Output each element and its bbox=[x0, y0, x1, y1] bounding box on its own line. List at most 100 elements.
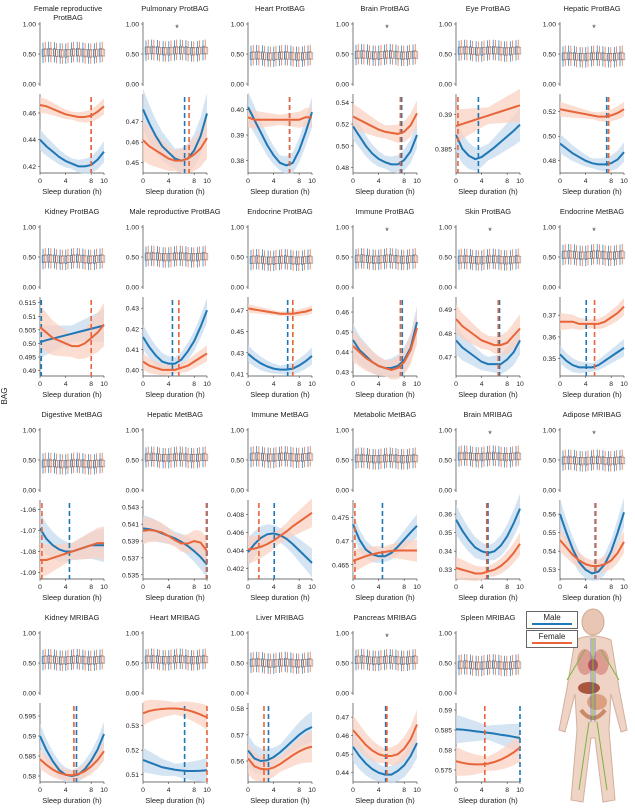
box-iqr bbox=[385, 254, 388, 263]
box-iqr bbox=[388, 655, 392, 664]
curve-y-tick-label: 0.58 bbox=[439, 748, 452, 755]
curve-y-tick-label: 0.38 bbox=[231, 158, 244, 165]
box-y-tick-label: 0.00 bbox=[543, 488, 556, 495]
box-iqr bbox=[613, 457, 616, 466]
box-iqr bbox=[379, 255, 383, 264]
box-overall bbox=[99, 49, 106, 57]
legend-male: Male bbox=[526, 611, 578, 629]
box-iqr bbox=[511, 46, 514, 55]
male-series-line bbox=[352, 523, 418, 558]
panel-title: Immune MetBAG bbox=[251, 410, 309, 419]
curve-y-tick-label: 0.58 bbox=[23, 774, 36, 781]
box-iqr bbox=[266, 453, 270, 462]
box-iqr bbox=[463, 254, 466, 263]
box-y-tick-label: 1.00 bbox=[336, 631, 349, 638]
box-iqr bbox=[297, 52, 300, 61]
box-iqr bbox=[101, 458, 104, 467]
box-iqr bbox=[175, 452, 178, 461]
curve-y-tick-label: 0.537 bbox=[122, 555, 139, 562]
box-iqr bbox=[283, 658, 287, 666]
box-iqr bbox=[301, 659, 304, 668]
significance-star: * bbox=[488, 429, 492, 439]
box-iqr bbox=[388, 254, 392, 263]
box-y-tick-label: 0.00 bbox=[336, 285, 349, 292]
curve-y-tick-label: 0.59 bbox=[439, 708, 452, 715]
box-iqr bbox=[190, 253, 193, 262]
curve-y-tick-label: 0.59 bbox=[23, 734, 36, 741]
box-iqr bbox=[563, 455, 567, 464]
curve-x-tick-label: 8 bbox=[192, 381, 196, 388]
curve-x-tick-label: 8 bbox=[297, 787, 301, 794]
box-iqr bbox=[408, 255, 411, 263]
box-iqr bbox=[72, 655, 75, 664]
box-iqr bbox=[362, 254, 366, 263]
curve-y-tick-label: 0.53 bbox=[126, 723, 139, 730]
box-iqr bbox=[406, 51, 409, 60]
box-iqr bbox=[93, 255, 96, 264]
box-iqr bbox=[379, 51, 383, 59]
box-iqr bbox=[509, 256, 512, 265]
female-series-line bbox=[352, 327, 418, 372]
curve-x-tick-label: 0 bbox=[141, 787, 145, 794]
box-y-tick-label: 0.50 bbox=[126, 52, 139, 59]
box-iqr bbox=[360, 655, 363, 664]
box-iqr bbox=[196, 454, 199, 463]
curve-x-tick-label: 4 bbox=[167, 381, 171, 388]
curve-y-tick-label: 0.34 bbox=[439, 549, 452, 556]
curve-x-tick-label: 8 bbox=[402, 787, 406, 794]
box-iqr bbox=[613, 251, 616, 260]
box-iqr bbox=[567, 51, 570, 60]
box-iqr bbox=[192, 47, 195, 56]
box-iqr bbox=[93, 460, 96, 469]
curve-y-tick-label: 0.585 bbox=[435, 728, 452, 735]
box-iqr bbox=[283, 452, 287, 461]
male-series-line bbox=[352, 125, 418, 166]
box-iqr bbox=[167, 253, 170, 262]
female-series-line bbox=[39, 104, 105, 118]
curve-x-tick-label: 10 bbox=[203, 178, 211, 185]
female-series-line bbox=[455, 104, 521, 127]
curve-x-tick-label: 10 bbox=[100, 178, 108, 185]
box-y-tick-label: 0.00 bbox=[23, 488, 36, 495]
curve-y-tick-label: 0.36 bbox=[439, 512, 452, 519]
curve-y-tick-label: 0.43 bbox=[126, 306, 139, 313]
box-iqr bbox=[297, 454, 300, 462]
box-overall bbox=[307, 659, 314, 667]
box-y-tick-label: 1.00 bbox=[23, 225, 36, 232]
box-iqr bbox=[255, 658, 258, 666]
curve-y-tick-label: 0.58 bbox=[231, 706, 244, 713]
curve-x-tick-label: 8 bbox=[297, 381, 301, 388]
box-iqr bbox=[491, 660, 495, 669]
curve-y-tick-label: 0.385 bbox=[435, 146, 452, 153]
curve-x-tick-label: 8 bbox=[192, 584, 196, 591]
box-iqr bbox=[620, 51, 624, 60]
male-series-line bbox=[39, 324, 105, 344]
curve-y-tick-label: 0.595 bbox=[19, 714, 36, 721]
box-iqr bbox=[607, 457, 610, 466]
panel: Eye ProtBAG 0.00 0.50 1.00 0.385 0.39 0 4 8 10 Sle… bbox=[435, 4, 524, 196]
box-iqr bbox=[161, 454, 165, 462]
x-axis-label: Sleep duration (h) bbox=[562, 187, 622, 196]
box-iqr bbox=[66, 48, 70, 57]
box-iqr bbox=[362, 50, 366, 59]
x-axis-label: Sleep duration (h) bbox=[145, 593, 205, 602]
box-iqr bbox=[488, 451, 491, 460]
box-iqr bbox=[283, 255, 287, 264]
box-iqr bbox=[471, 453, 474, 461]
box-iqr bbox=[257, 51, 261, 60]
box-iqr bbox=[47, 48, 50, 56]
curve-y-tick-label: 0.585 bbox=[19, 754, 36, 761]
box-iqr bbox=[368, 255, 371, 264]
box-iqr bbox=[371, 656, 375, 665]
curve-x-tick-label: 4 bbox=[64, 178, 68, 185]
box-y-tick-label: 1.00 bbox=[23, 428, 36, 435]
panel: Digestive MetBAG 0.00 0.50 1.00 -1.06 -1.07 -1… bbox=[21, 410, 108, 602]
curve-x-tick-label: 4 bbox=[167, 584, 171, 591]
panel-title: Pulmonary ProtBAG bbox=[141, 4, 209, 13]
box-iqr bbox=[360, 453, 363, 462]
box-overall bbox=[202, 253, 209, 261]
box-iqr bbox=[196, 656, 199, 665]
box-iqr bbox=[471, 661, 474, 670]
male-series-line bbox=[142, 759, 208, 772]
box-iqr bbox=[196, 47, 199, 56]
